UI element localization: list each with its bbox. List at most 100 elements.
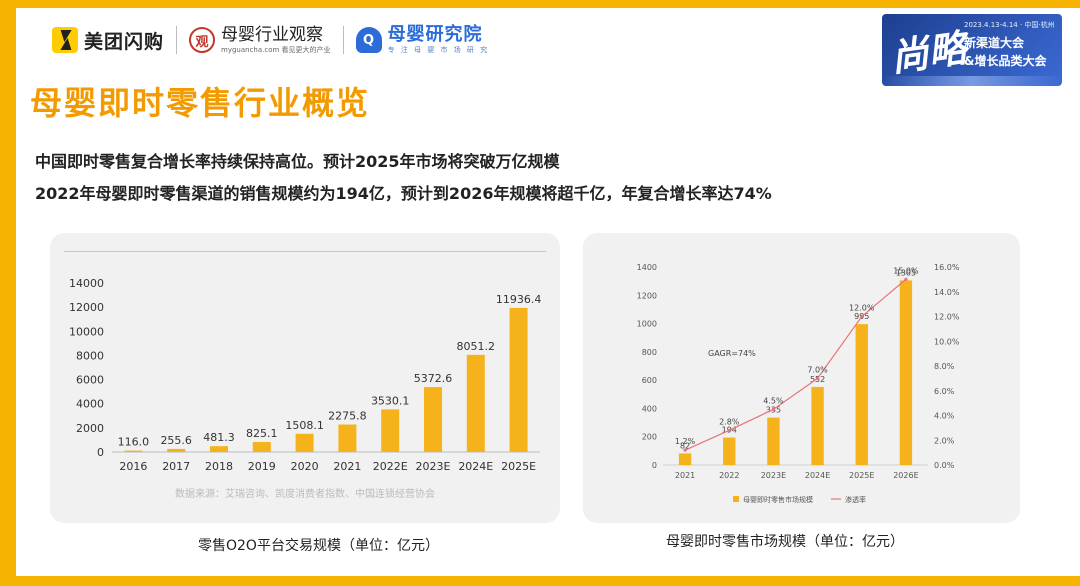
bar-value-label: 5372.6 bbox=[414, 372, 453, 385]
logo-bar: 美团闪购 观 母婴行业观察 myguancha.com 看见更大的产业 Q 母婴… bbox=[52, 22, 489, 58]
meituan-logo-text: 美团闪购 bbox=[84, 30, 165, 53]
institute-logo-text: 母婴研究院 bbox=[387, 24, 483, 45]
summary-line-1: 中国即时零售复合增长率持续保持高位。预计2025年市场将突破万亿规模 bbox=[35, 152, 560, 171]
bar bbox=[678, 453, 692, 465]
chart-source: 数据来源：艾瑞咨询、凯度消费者指数、中国连锁经营协会 bbox=[175, 487, 435, 500]
institute-badge-icon: Q bbox=[355, 27, 382, 53]
bar bbox=[381, 409, 400, 452]
logo-divider bbox=[342, 26, 344, 54]
line-value-label: 12.0% bbox=[849, 304, 875, 313]
x-tick-label: 2021 bbox=[333, 460, 361, 473]
bar bbox=[338, 424, 357, 452]
y-right-tick-label: 14.0% bbox=[934, 288, 960, 297]
guancha-logo-subtext: myguancha.com 看见更大的产业 bbox=[221, 45, 331, 54]
bar-value-label: 3530.1 bbox=[371, 394, 410, 407]
y-right-tick-label: 6.0% bbox=[934, 387, 955, 396]
x-tick-label: 2019 bbox=[248, 460, 276, 473]
bolt-icon bbox=[52, 27, 78, 53]
bar bbox=[811, 386, 824, 465]
y-left-tick-label: 200 bbox=[642, 433, 657, 442]
x-tick-label: 2018 bbox=[205, 460, 233, 473]
bar-value-label: 1508.1 bbox=[285, 419, 324, 432]
bar bbox=[466, 354, 485, 452]
y-tick-label: 10000 bbox=[69, 325, 104, 338]
chart-card-o2o: 0 2000 4000 6000 8000 10000 12000 14000 116.0 201… bbox=[50, 233, 560, 523]
x-tick-label: 2026E bbox=[893, 471, 918, 480]
x-tick-label: 2016 bbox=[119, 460, 147, 473]
x-tick-label: 2022 bbox=[719, 471, 739, 480]
meituan-logo: 美团闪购 bbox=[52, 27, 164, 54]
y-left-tick-label: 0 bbox=[652, 461, 657, 470]
y-right-tick-label: 16.0% bbox=[934, 263, 960, 272]
y-tick-label: 6000 bbox=[76, 374, 104, 387]
bar-value-label: 2275.8 bbox=[328, 410, 367, 423]
event-date: 2023.4.13-4.14 · 中国·杭州 bbox=[964, 21, 1055, 29]
line-value-label: 4.5% bbox=[763, 396, 784, 405]
logo-divider bbox=[176, 26, 178, 54]
y-tick-label: 4000 bbox=[76, 398, 104, 411]
x-tick-label: 2025E bbox=[849, 471, 874, 480]
bar bbox=[124, 450, 143, 452]
x-tick-label: 2022E bbox=[373, 460, 408, 473]
line-value-label: 15.0% bbox=[893, 266, 919, 275]
y-right-tick-label: 8.0% bbox=[934, 362, 955, 371]
legend-swatch-bar bbox=[733, 496, 739, 502]
bar bbox=[767, 417, 780, 465]
y-tick-label: 8000 bbox=[76, 349, 104, 362]
bar-value-label: 1305 bbox=[896, 268, 916, 277]
research-institute-logo: Q 母婴研究院 专 注 母 婴 市 场 研 究 bbox=[355, 24, 490, 54]
bar-value-label: 825.1 bbox=[246, 427, 277, 440]
y-left-tick-label: 1200 bbox=[637, 291, 657, 300]
x-tick-label: 2017 bbox=[162, 460, 190, 473]
bar-value-label: 255.6 bbox=[160, 434, 192, 447]
line-point bbox=[860, 314, 864, 319]
x-tick-label: 2023E bbox=[761, 471, 786, 480]
chart-caption-maternal: 母婴即时零售市场规模（单位：亿元） bbox=[666, 534, 904, 550]
bar bbox=[723, 437, 736, 465]
bar bbox=[509, 307, 528, 452]
y-right-tick-label: 12.0% bbox=[934, 313, 960, 322]
bar-value-label: 11936.4 bbox=[496, 293, 542, 306]
y-left-tick-label: 1000 bbox=[637, 320, 657, 329]
y-right-tick-label: 0.0% bbox=[934, 461, 955, 470]
chart-caption-o2o: 零售O2O平台交易规模（单位：亿元） bbox=[198, 538, 439, 554]
line-value-label: 2.8% bbox=[719, 417, 740, 426]
bar bbox=[252, 442, 271, 452]
summary-line-2: 2022年母婴即时零售渠道的销售规模约为194亿，预计到2026年规模将超千亿，… bbox=[35, 184, 772, 203]
bar bbox=[210, 446, 228, 452]
line-value-label: 1.2% bbox=[675, 437, 696, 446]
frame-left-strip bbox=[0, 0, 16, 586]
chart-card-maternal: 0 200 400 600 800 1000 1200 1400 0.0% 2.0% 4.0% 6.0… bbox=[583, 233, 1020, 523]
page-title: 母婴即时零售行业概览 bbox=[30, 84, 371, 122]
y-tick-label: 14000 bbox=[69, 277, 104, 290]
card-top-rule bbox=[64, 251, 546, 252]
x-tick-label: 2020 bbox=[291, 460, 319, 473]
maternal-combo-chart: 0 200 400 600 800 1000 1200 1400 0.0% 2.0% 4.0% 6.0… bbox=[637, 263, 960, 504]
event-title-line2: &增长品类大会 bbox=[964, 54, 1047, 68]
guancha-logo: 观 母婴行业观察 myguancha.com 看见更大的产业 bbox=[189, 24, 331, 54]
y-left-tick-label: 400 bbox=[642, 404, 657, 413]
bar-value-label: 82 bbox=[680, 441, 690, 450]
y-left-tick-label: 800 bbox=[642, 348, 657, 357]
event-shine bbox=[882, 76, 1062, 86]
legend-label: 母婴即时零售市场规模 bbox=[743, 495, 813, 504]
legend-label: 渗透率 bbox=[845, 495, 866, 504]
line-point bbox=[683, 448, 687, 452]
x-tick-label: 2025E bbox=[501, 460, 536, 473]
line-value-label: 7.0% bbox=[807, 365, 828, 374]
event-title-line1: 新渠道大会 bbox=[964, 36, 1025, 50]
event-badge: 尚略 2023.4.13-4.14 · 中国·杭州 新渠道大会 &增长品类大会 bbox=[882, 14, 1062, 86]
y-tick-label: 2000 bbox=[76, 422, 104, 435]
guancha-logo-text: 母婴行业观察 bbox=[221, 24, 324, 45]
y-right-tick-label: 10.0% bbox=[934, 337, 960, 346]
x-tick-label: 2024E bbox=[458, 460, 493, 473]
cagr-annotation: GAGR=74% bbox=[708, 349, 756, 358]
bar bbox=[424, 387, 442, 452]
bar-value-label: 8051.2 bbox=[457, 340, 496, 353]
y-left-tick-label: 600 bbox=[642, 376, 657, 385]
y-tick-label: 0 bbox=[97, 446, 104, 459]
y-right-tick-label: 2.0% bbox=[934, 436, 955, 445]
x-tick-label: 2024E bbox=[805, 471, 830, 480]
x-tick-label: 2021 bbox=[675, 471, 695, 480]
institute-logo-subtext: 专 注 母 婴 市 场 研 究 bbox=[387, 46, 490, 54]
